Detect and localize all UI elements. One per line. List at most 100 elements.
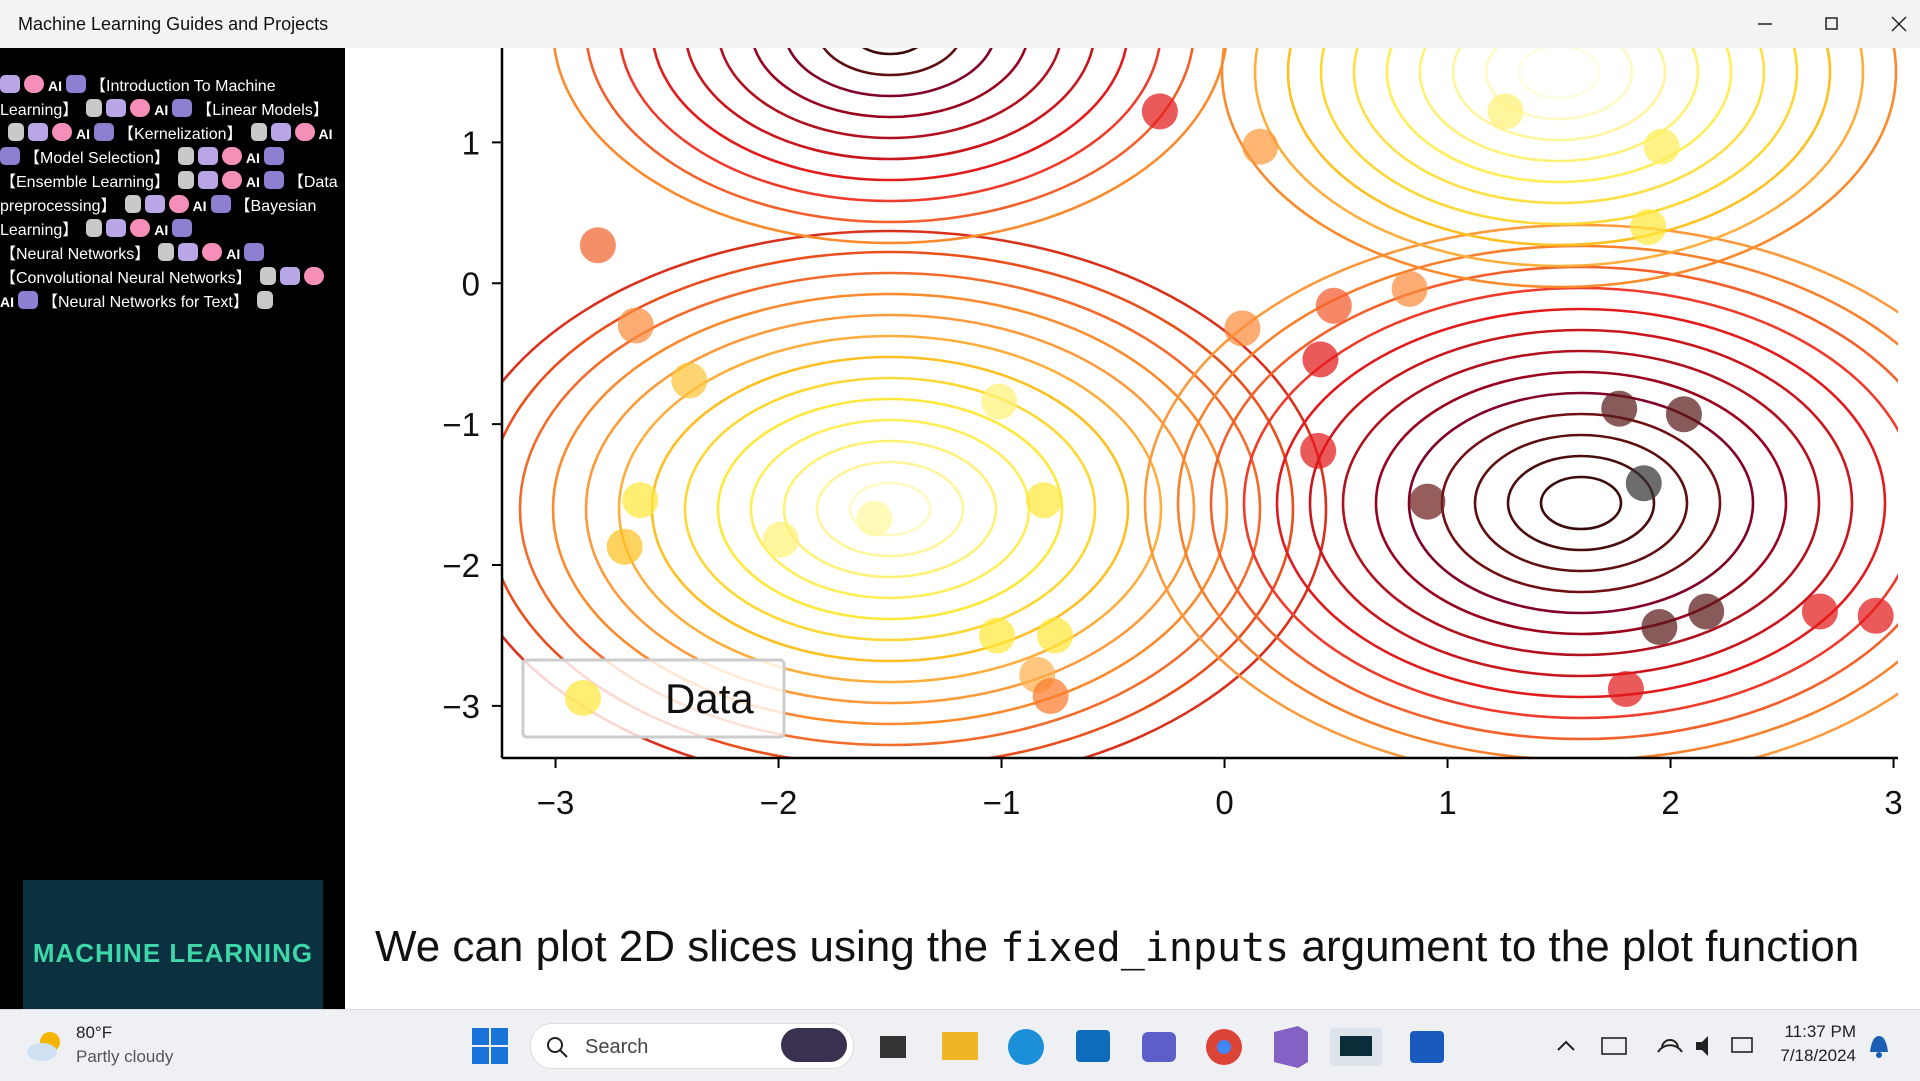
icon-brain	[24, 75, 44, 93]
nav-list: AI 【Introduction To Machine Learning】 AI 【L…	[0, 48, 345, 312]
contour-line	[683, 376, 1097, 642]
data-point	[1242, 128, 1279, 165]
data-point	[1665, 396, 1702, 433]
nav-link[interactable]: AI 【Kernelization】	[28, 123, 271, 143]
icon-robot	[178, 243, 199, 261]
contour-line	[586, 48, 1194, 224]
contour-line	[1440, 412, 1722, 594]
icon-ai: AI	[192, 198, 207, 214]
icon-brain	[221, 171, 242, 189]
contours	[502, 48, 1898, 758]
nav-link[interactable]: AI 【Linear Models】	[0, 99, 329, 143]
task-view[interactable]	[880, 1036, 906, 1058]
icon-robot	[270, 123, 291, 141]
weather-icon	[27, 1032, 60, 1061]
edge[interactable]	[1008, 1029, 1044, 1065]
nav-text: 【Bayesian Learning】	[0, 198, 317, 239]
weather: Partly cloudy	[76, 1047, 174, 1066]
contour-line	[1242, 286, 1898, 720]
contour-line	[753, 48, 1027, 119]
icon-ai: AI	[0, 294, 14, 310]
data-point	[1688, 593, 1725, 630]
icon-ai: AI	[318, 126, 333, 142]
visual-studio[interactable]	[1274, 1026, 1308, 1068]
contour-line	[1506, 454, 1656, 552]
nav-link[interactable]: AI【Neural Networks】	[0, 219, 196, 263]
contour-line	[1341, 349, 1821, 657]
x-tick-label: 1	[1438, 784, 1456, 821]
icon-alien	[94, 123, 114, 141]
icon-brain	[221, 147, 242, 165]
content: −3 −2 −1 0 1 2 3 1 0 −1 −2 −3 Data We can plot 2D sl…	[345, 48, 1920, 1009]
data-point	[1141, 93, 1178, 130]
legend-marker	[565, 680, 601, 716]
icon-alien	[18, 291, 38, 309]
legend-box	[521, 658, 786, 739]
pinned-apps	[880, 1026, 1444, 1068]
nav-link[interactable]: AI 【Convolutional Neural Networks】	[0, 243, 280, 287]
nav-link[interactable]: AI 【Bayesian Learning】	[0, 195, 317, 239]
contour-line	[518, 271, 1262, 747]
icon-arm	[86, 99, 103, 117]
search-icon	[547, 1037, 568, 1058]
y-tick-label: −1	[442, 406, 480, 443]
icon-alien	[172, 219, 193, 237]
contour-line	[716, 397, 1064, 621]
code: fixed_inputs	[1000, 925, 1290, 971]
close[interactable]	[1891, 16, 1907, 32]
data-point	[979, 617, 1016, 654]
data-point	[1607, 670, 1644, 707]
icon-arm	[177, 147, 194, 165]
icon-arm	[124, 195, 141, 213]
nav-text: 【Neural Networks for Text】	[42, 294, 249, 311]
data-point	[1025, 482, 1062, 519]
restore[interactable]	[1825, 17, 1838, 30]
x-tick-label: 3	[1884, 784, 1902, 821]
contour-line	[1143, 223, 1898, 758]
word[interactable]	[1410, 1031, 1444, 1063]
system-tray[interactable]	[1550, 1030, 1760, 1060]
contour-line	[848, 481, 932, 537]
outlook[interactable]	[1076, 1030, 1110, 1062]
icon-arm	[250, 123, 267, 141]
data-point	[606, 528, 643, 565]
icon-brain	[294, 123, 315, 141]
nav-link[interactable]: AI 【Introduction To Machine Learning】	[0, 75, 276, 119]
icon-arm	[256, 291, 273, 309]
data-point	[981, 383, 1018, 420]
temperature: 80°F	[76, 1023, 113, 1042]
contour-line	[1517, 48, 1601, 100]
data-point	[1625, 465, 1662, 502]
x-tick-label: 0	[1215, 784, 1233, 821]
icon-alien	[0, 147, 20, 165]
contour-line	[617, 334, 1163, 684]
data-point	[1037, 617, 1074, 654]
start-button[interactable]	[472, 1028, 508, 1064]
title-bar: Machine Learning Guides and Projects	[0, 0, 1920, 48]
contour-line	[782, 439, 998, 579]
nav-text: 【Kernelization】	[118, 126, 243, 143]
teams[interactable]	[1142, 1032, 1176, 1062]
data-point	[1302, 341, 1339, 378]
icon-ai: AI	[226, 246, 241, 262]
contour-line	[1407, 391, 1755, 615]
nav-link[interactable]: AI 【Data preprocessing】	[0, 171, 338, 215]
sidebar: AI 【Introduction To Machine Learning】 AI 【L…	[0, 48, 345, 1009]
notifications[interactable]	[1866, 1032, 1892, 1060]
contour-line	[502, 250, 1295, 758]
data-point	[1643, 128, 1680, 165]
nav-link[interactable]: AI 【Ensemble Learning】	[0, 147, 288, 191]
banner-image: MACHINE LEARNING	[23, 880, 323, 1009]
search-highlight	[781, 1028, 847, 1062]
chart: −3 −2 −1 0 1 2 3 1 0 −1 −2 −3 Data	[442, 48, 1903, 821]
file-explorer[interactable]	[942, 1032, 978, 1060]
icon-arm	[259, 267, 276, 285]
icon-ai: AI	[48, 78, 62, 94]
legend-label: Data	[665, 675, 754, 722]
search-box[interactable]: Search	[530, 1023, 854, 1069]
nav-link[interactable]: AI 【Neural Networks for Text】	[0, 267, 328, 311]
data-point	[622, 482, 659, 519]
icon-ai: AI	[245, 174, 260, 190]
nav-link[interactable]: AI 【Model Selection】	[0, 123, 337, 167]
data-point	[671, 362, 708, 399]
